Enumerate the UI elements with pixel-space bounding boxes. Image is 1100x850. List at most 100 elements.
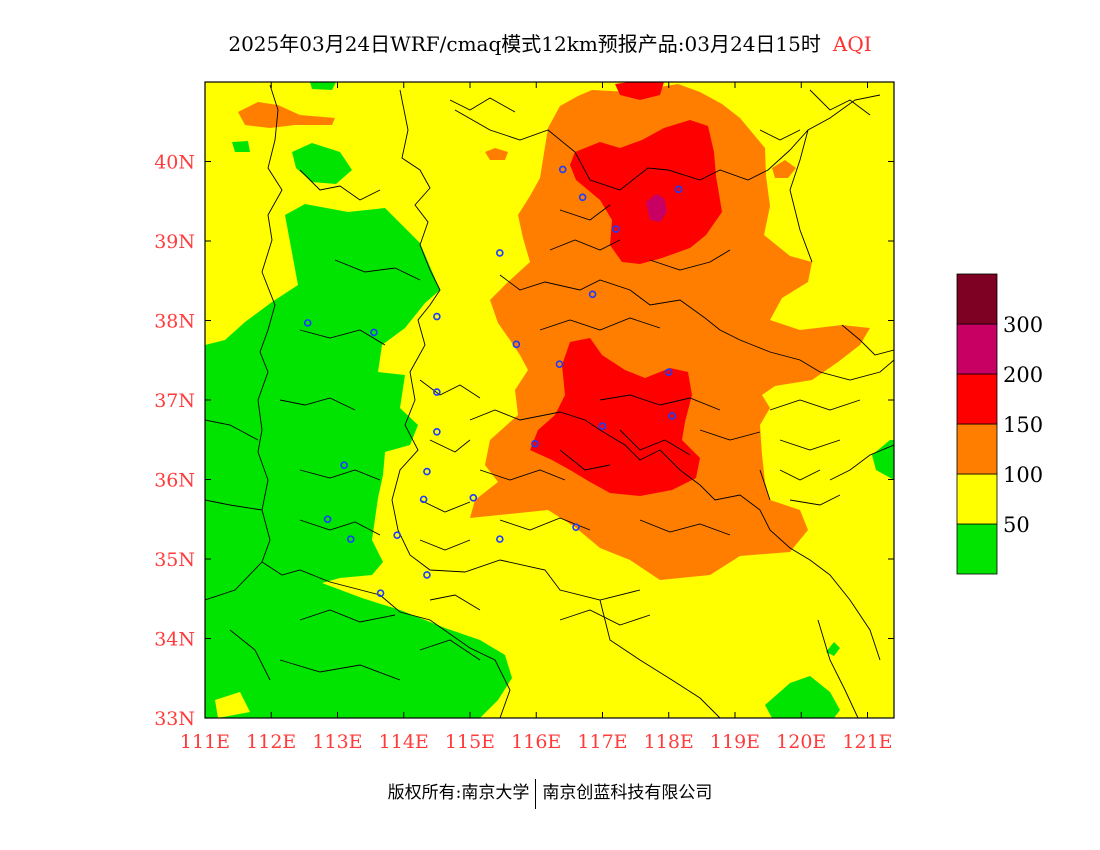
province-boundary-8 [817, 619, 859, 718]
legend-swatch [956, 423, 998, 475]
coastline [759, 129, 894, 501]
city-marker [370, 328, 378, 337]
county-boundary-7 [419, 379, 481, 611]
legend-swatch [956, 473, 998, 525]
lon-label: 111E [180, 731, 230, 753]
aqi-zone-orange-nw [238, 102, 335, 128]
legend-label: 50 [1003, 513, 1030, 537]
legend-label: 100 [1003, 463, 1043, 487]
lon-label: 121E [842, 731, 892, 753]
county-boundary-2 [229, 609, 481, 681]
county-boundary-6 [769, 399, 861, 506]
city-marker [496, 249, 504, 257]
lat-label: 37N [154, 390, 195, 412]
legend-label: 200 [1003, 363, 1043, 387]
footer-left: 版权所有:南京大学 [387, 783, 530, 803]
county-boundary-3 [539, 204, 731, 331]
city-marker [555, 360, 564, 369]
lat-label: 36N [154, 470, 195, 492]
city-marker [393, 531, 401, 539]
longitude-axis: 111E 112E 113E 114E 115E 116E 117E 118E 119E 120E… [180, 82, 893, 753]
city-marker [340, 461, 348, 469]
boundary-lines [205, 84, 894, 718]
footer-right: 南京创蓝科技有限公司 [542, 783, 713, 803]
county-boundary-8 [449, 89, 871, 141]
lat-label: 40N [154, 152, 195, 174]
county-boundary-5 [479, 469, 731, 626]
city-marker [668, 412, 676, 420]
province-boundary-7 [599, 599, 721, 718]
city-marker [376, 589, 385, 597]
aqi-zone-green-ne-2 [310, 82, 336, 90]
city-marker [531, 439, 539, 448]
city-marker [323, 515, 332, 524]
city-marker [496, 535, 504, 543]
aqi-zone-orange-small-1 [485, 148, 508, 160]
legend-swatch [956, 373, 998, 425]
aqi-zone-red-north [570, 120, 722, 264]
city-marker [664, 368, 673, 376]
lat-label: 34N [154, 629, 195, 651]
city-marker [674, 185, 683, 194]
lon-label: 120E [776, 731, 826, 753]
province-boundary-1 [257, 84, 511, 718]
lon-label: 116E [511, 731, 561, 753]
city-marker [572, 523, 580, 532]
aqi-zone-green-nw [292, 143, 352, 184]
city-marker [433, 388, 441, 396]
city-marker [611, 225, 620, 233]
city-marker [346, 535, 355, 543]
lat-label: 38N [154, 311, 195, 333]
lon-label: 113E [312, 731, 362, 753]
lon-label: 118E [644, 731, 694, 753]
legend-swatch [956, 273, 998, 325]
lon-label: 117E [577, 731, 627, 753]
legend-label: 150 [1003, 413, 1043, 437]
city-marker [469, 493, 478, 502]
lon-label: 115E [445, 731, 495, 753]
legend-swatch [956, 523, 998, 575]
title-variable: AQI [832, 32, 872, 56]
lat-label: 35N [154, 549, 195, 571]
map-title: 2025年03月24日WRF/cmaq模式12km预报产品:03月24日15时 A… [0, 28, 1100, 57]
city-marker [423, 467, 431, 476]
aqi-zone-purple [646, 194, 667, 222]
aqi-zone-yellow-inlier [215, 692, 250, 718]
province-boundary-2 [391, 89, 641, 601]
aqi-zone-red-south [530, 338, 700, 496]
province-boundary-5 [469, 409, 881, 661]
city-marker [512, 340, 521, 349]
county-boundary-4 [559, 394, 761, 471]
lon-label: 114E [379, 731, 429, 753]
aqi-zone-green-ne-1 [232, 141, 250, 152]
latitude-axis: 33N 34N 35N 36N 37N 38N 39N 40N [154, 152, 894, 730]
aqi-zone-red-top [615, 82, 664, 100]
aqi-zone-green-west [205, 204, 512, 718]
lat-label: 33N [154, 708, 195, 730]
aqi-zone-green-se-2 [826, 642, 840, 656]
title-main: 2025年03月24日WRF/cmaq模式12km预报产品:03月24日15时 [228, 32, 821, 56]
aqi-field [205, 82, 894, 718]
aqi-zone-orange-small-2 [772, 160, 796, 178]
city-marker [303, 319, 312, 327]
city-marker [578, 193, 587, 202]
city-marker [423, 571, 431, 579]
copyright-footer: 版权所有:南京大学 南京创蓝科技有限公司 [0, 778, 1100, 809]
city-marker [433, 427, 441, 436]
lon-label: 119E [710, 731, 760, 753]
province-boundary-6 [205, 419, 263, 601]
aqi-zone-green-se-1 [765, 676, 840, 718]
city-markers [303, 165, 683, 597]
lat-label: 39N [154, 231, 195, 253]
province-boundary-4 [499, 274, 894, 381]
lon-label: 112E [246, 731, 296, 753]
city-marker [419, 495, 428, 504]
city-marker [598, 422, 607, 431]
city-marker [433, 312, 441, 321]
footer-separator [535, 778, 537, 809]
legend-swatch [956, 323, 998, 375]
aqi-legend: 50 100 150 200 300 [956, 273, 1043, 575]
aqi-zone-green-e [872, 440, 894, 480]
city-marker [588, 290, 597, 299]
